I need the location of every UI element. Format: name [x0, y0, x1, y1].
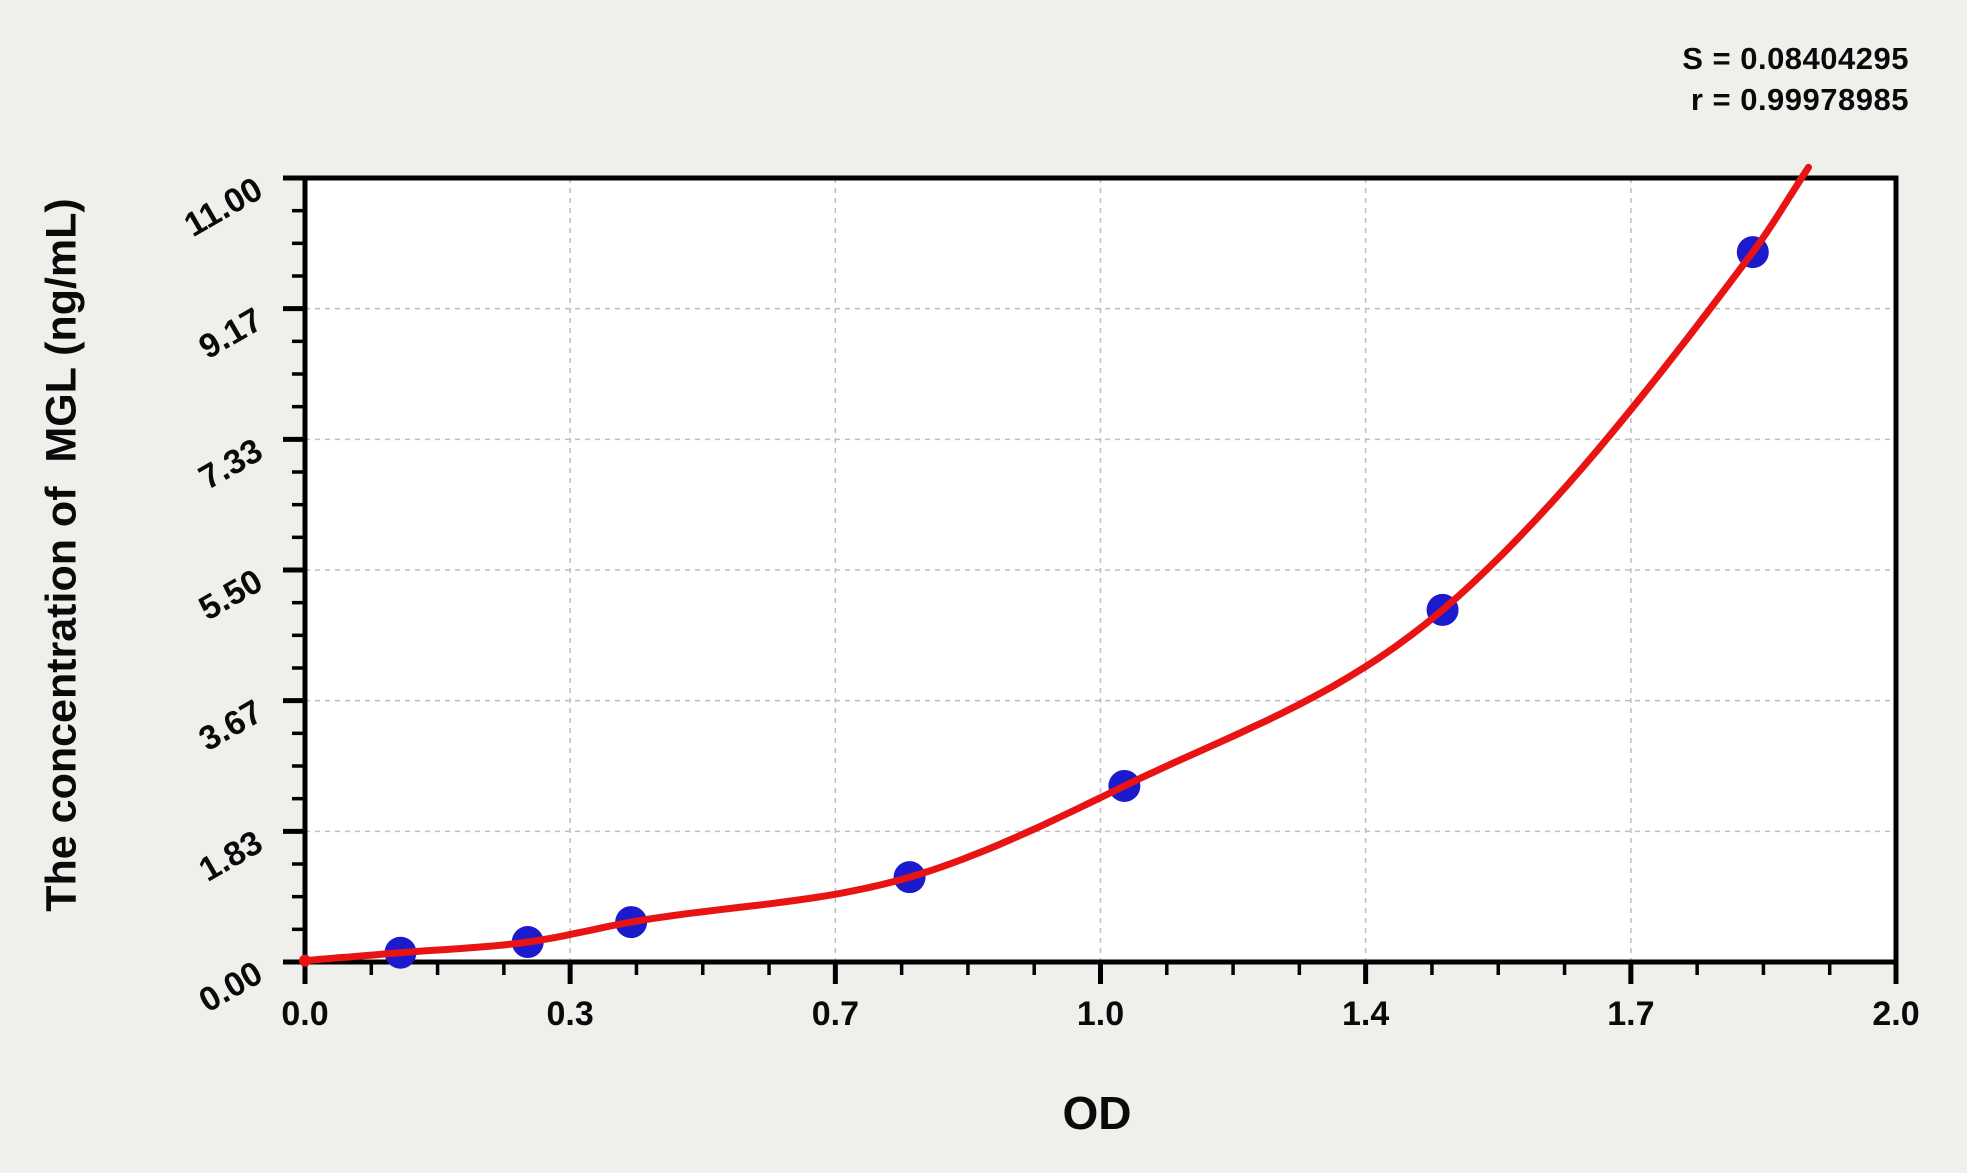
x-tick-label: 2.0	[1872, 995, 1919, 1033]
fit-curve	[301, 163, 1812, 965]
y-tick-label: 9.17	[193, 301, 269, 367]
x-tick-label: 1.4	[1342, 995, 1389, 1033]
x-tick-label: 0.7	[812, 995, 859, 1033]
stat-r-value: r = 0.99978985	[1690, 82, 1909, 117]
y-tick-label: 11.00	[178, 170, 269, 245]
y-tick-label: 5.50	[193, 562, 269, 628]
x-tick-label: 0.0	[281, 995, 328, 1033]
curve-start-marker	[299, 954, 311, 967]
fit-statistics: S = 0.08404295 r = 0.99978985	[1682, 38, 1909, 120]
y-tick-label: 0.00	[193, 954, 269, 1020]
stat-s-value: S = 0.08404295	[1682, 41, 1909, 76]
y-tick-label: 7.33	[193, 431, 269, 497]
x-tick-label: 0.3	[547, 995, 594, 1033]
x-tick-label: 1.0	[1077, 995, 1124, 1033]
x-tick-label: 1.7	[1607, 995, 1654, 1033]
x-axis-title: OD	[1062, 1087, 1132, 1139]
y-tick-label: 3.67	[193, 693, 269, 759]
y-tick-label: 1.83	[193, 823, 269, 889]
